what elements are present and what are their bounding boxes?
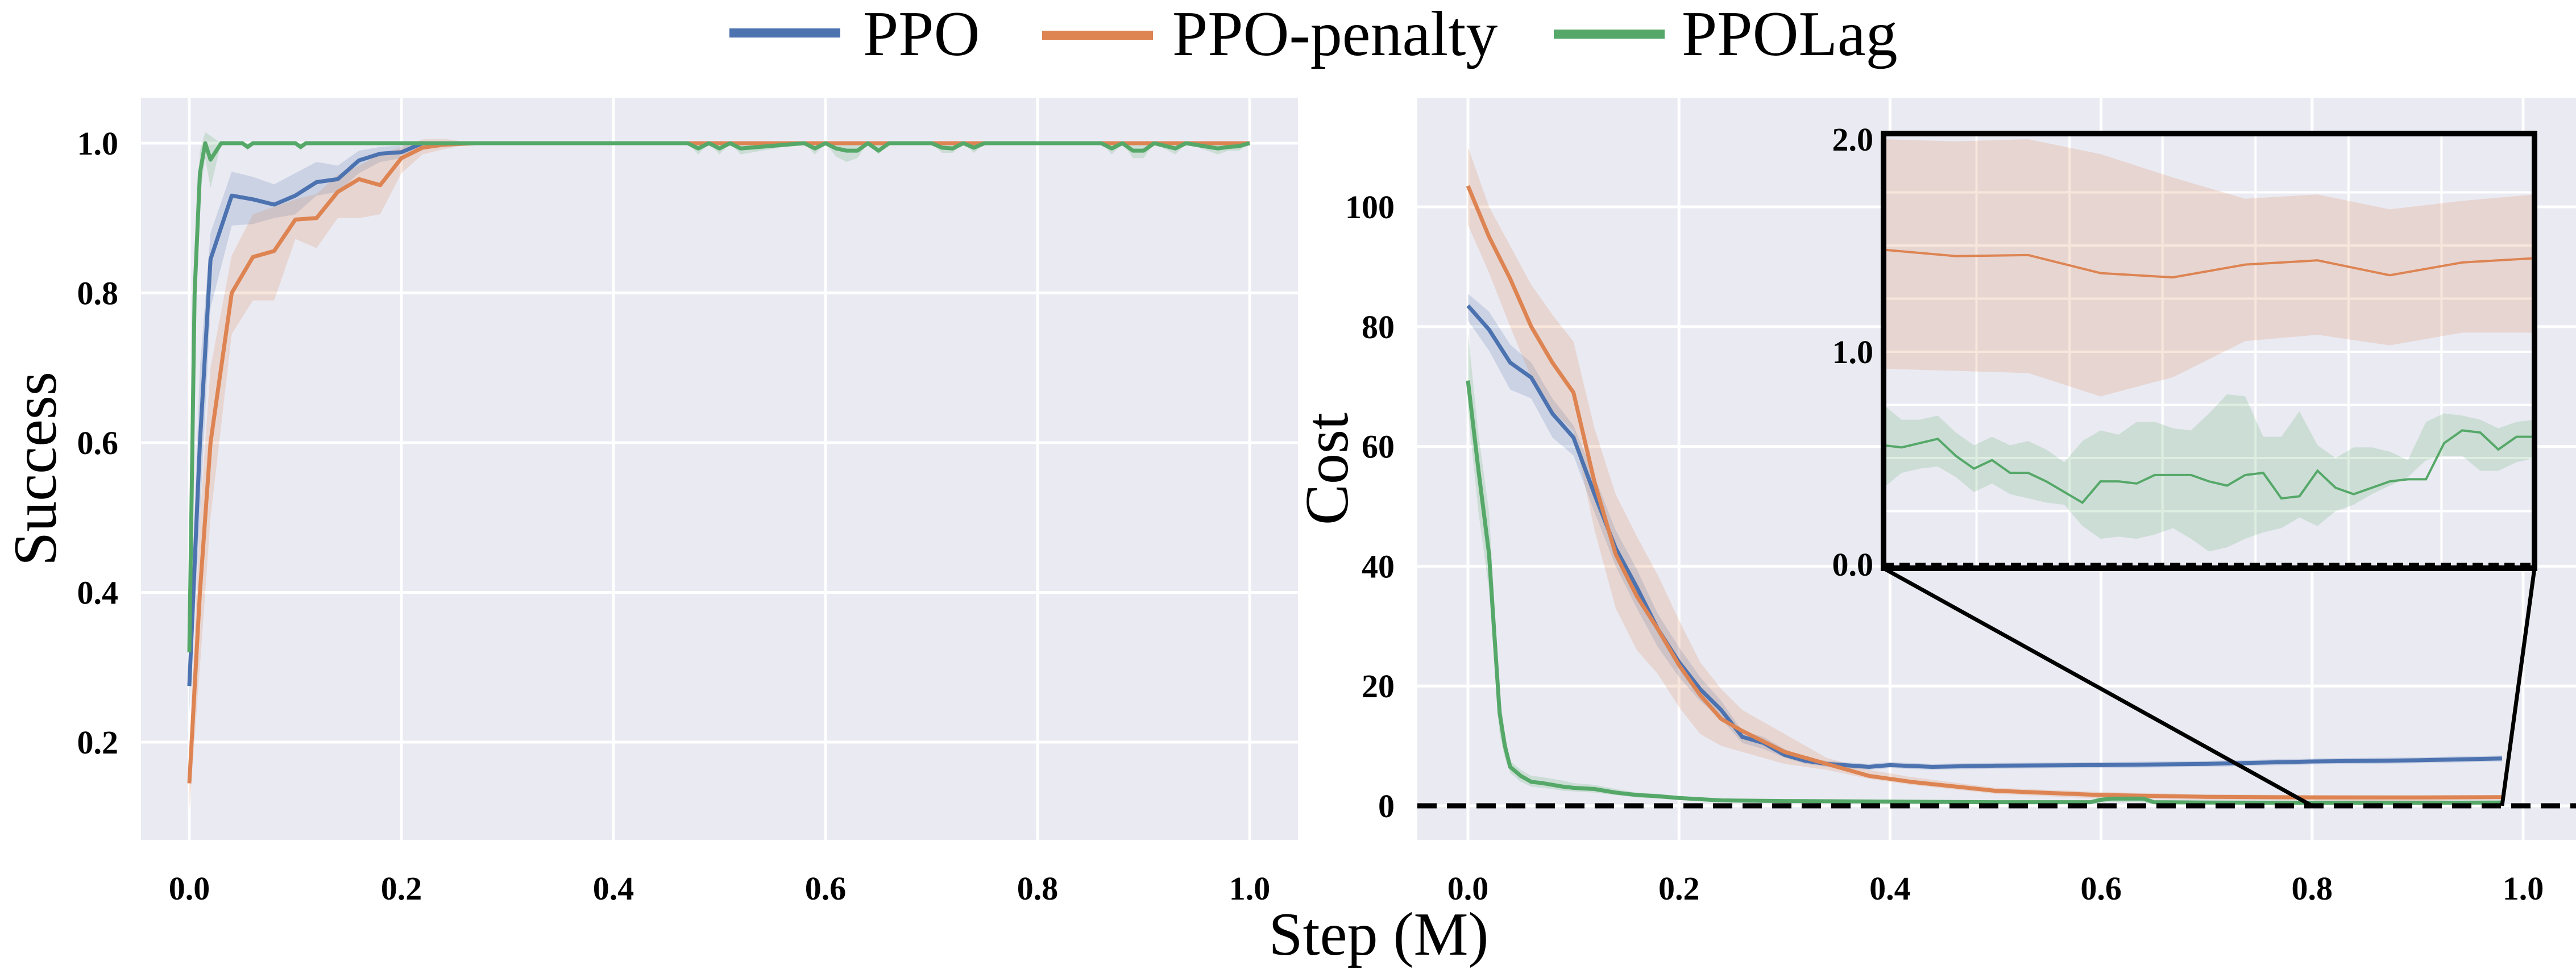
x-tick-label: 1.0 bbox=[1229, 870, 1271, 907]
legend: PPO PPO-penalty PPOLag bbox=[729, 0, 1898, 69]
band-ppo bbox=[189, 143, 1250, 713]
legend-label-ppo-penalty: PPO-penalty bbox=[1172, 0, 1498, 69]
cost-y-ticks: 0 20 40 60 80 100 bbox=[1345, 189, 1395, 825]
x-tick-label: 0.2 bbox=[381, 870, 422, 907]
inset-y-tick-label: 2.0 bbox=[1832, 121, 1874, 158]
cost-chart: 0.0 0.2 0.4 0.6 0.8 1.0 0 20 40 60 80 100 Cost 0.0… bbox=[1293, 98, 2576, 907]
success-x-ticks: 0.0 0.2 0.4 0.6 0.8 1.0 bbox=[169, 870, 1271, 907]
inset-line-ppolag bbox=[1883, 429, 2534, 505]
legend-entry-ppo: PPO bbox=[729, 0, 980, 69]
inset-y-tick-label: 0.0 bbox=[1832, 546, 1874, 583]
x-tick-label: 0.4 bbox=[593, 870, 634, 907]
y-tick-label: 0 bbox=[1378, 788, 1395, 825]
success-chart: 0.0 0.2 0.4 0.6 0.8 1.0 0.2 0.4 0.6 0.8 1.0 Succe… bbox=[2, 98, 1298, 907]
inset-connector-right bbox=[2500, 568, 2537, 806]
x-tick-label: 0.4 bbox=[1869, 870, 1911, 907]
inset-y-tick-label: 1.0 bbox=[1832, 334, 1874, 371]
legend-label-ppo: PPO bbox=[863, 0, 980, 69]
cost-y-axis-label: Cost bbox=[1293, 413, 1361, 525]
success-lines bbox=[187, 141, 1250, 784]
x-tick-label: 1.0 bbox=[2503, 870, 2544, 907]
inset-grid bbox=[1884, 134, 2534, 568]
success-y-axis-label: Success bbox=[2, 372, 69, 566]
legend-label-ppolag: PPOLag bbox=[1682, 0, 1898, 69]
x-tick-label: 0.2 bbox=[1658, 870, 1700, 907]
x-tick-label: 0.0 bbox=[1447, 870, 1489, 907]
x-tick-label: 0.8 bbox=[1017, 870, 1059, 907]
x-tick-label: 0.0 bbox=[169, 870, 210, 907]
inset-line-ppo-penalty bbox=[1883, 248, 2535, 279]
cost-lines bbox=[1466, 185, 2502, 805]
legend-entry-ppolag: PPOLag bbox=[1554, 0, 1898, 69]
y-tick-label: 1.0 bbox=[77, 125, 119, 162]
line-ppolag bbox=[187, 141, 1250, 652]
x-tick-label: 0.6 bbox=[2080, 870, 2122, 907]
inset-confidence-bands bbox=[1884, 139, 2534, 552]
y-tick-label: 40 bbox=[1362, 548, 1395, 585]
success-y-ticks: 0.2 0.4 0.6 0.8 1.0 bbox=[77, 125, 119, 761]
success-plot-area bbox=[141, 98, 1298, 840]
y-tick-label: 0.6 bbox=[77, 424, 119, 461]
inset-connector-left bbox=[1882, 566, 2313, 808]
inset-band-ppolag bbox=[1884, 394, 2534, 552]
shared-x-axis-label: Step (M) bbox=[1269, 901, 1489, 968]
success-confidence-bands bbox=[189, 132, 1250, 810]
inset-frame bbox=[1881, 131, 2537, 571]
line-ppolag bbox=[1466, 380, 2502, 805]
legend-entry-ppo-penalty: PPO-penalty bbox=[1042, 0, 1498, 69]
y-tick-label: 80 bbox=[1362, 309, 1395, 346]
inset-y-ticks: 0.0 1.0 2.0 bbox=[1832, 121, 1874, 583]
inset-band-ppo-penalty bbox=[1884, 139, 2534, 397]
y-tick-label: 0.2 bbox=[77, 724, 119, 761]
line-ppo bbox=[1466, 304, 2502, 769]
inset-lines bbox=[1883, 248, 2535, 505]
band-ppo-penalty bbox=[189, 139, 1250, 810]
y-tick-label: 0.4 bbox=[77, 575, 119, 611]
y-tick-label: 20 bbox=[1362, 668, 1395, 705]
line-ppo-penalty bbox=[1466, 185, 2502, 800]
x-tick-label: 0.8 bbox=[2292, 870, 2333, 907]
y-tick-label: 60 bbox=[1362, 428, 1395, 465]
cost-inset: 0.0 1.0 2.0 bbox=[1832, 121, 2537, 808]
x-tick-label: 0.6 bbox=[805, 870, 847, 907]
y-tick-label: 100 bbox=[1345, 189, 1395, 226]
y-tick-label: 0.8 bbox=[77, 275, 119, 312]
cost-x-ticks: 0.0 0.2 0.4 0.6 0.8 1.0 bbox=[1447, 870, 2544, 907]
